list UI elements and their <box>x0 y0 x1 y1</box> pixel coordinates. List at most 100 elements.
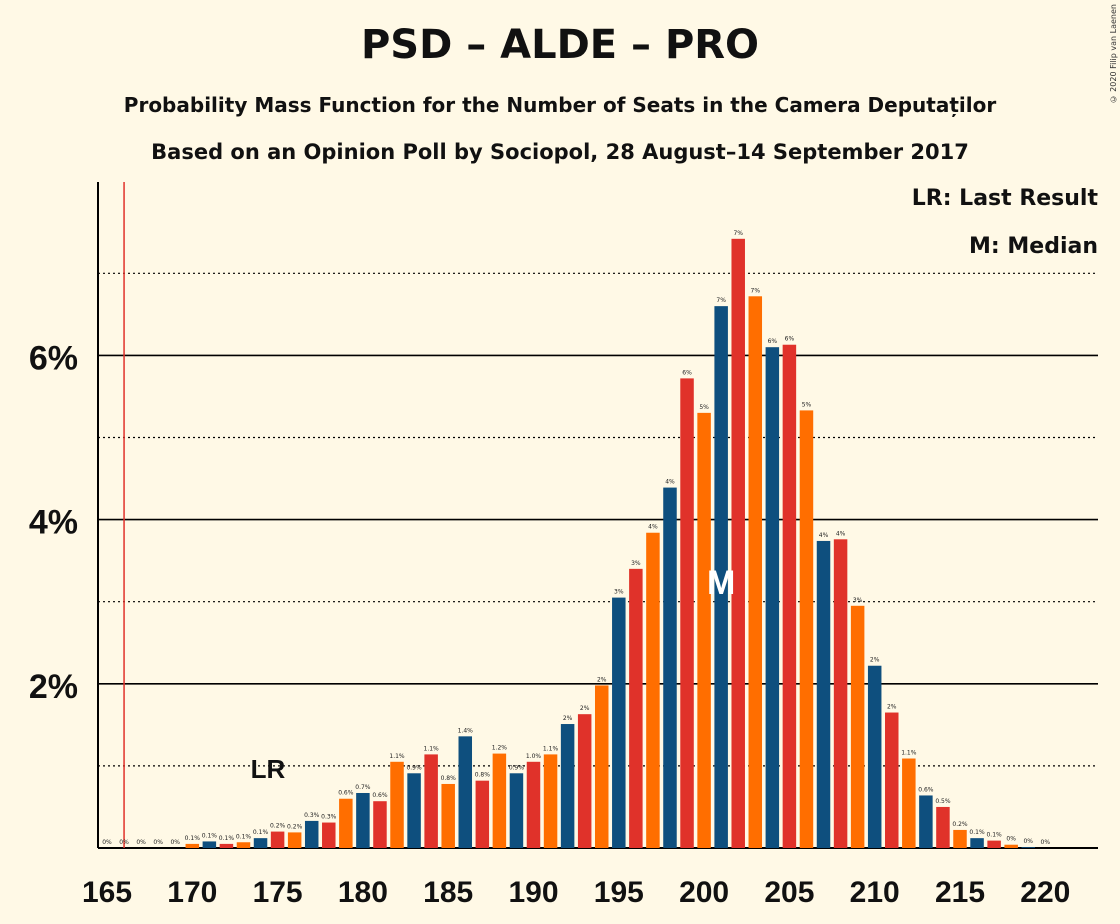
bar-value-label: 1.4% <box>458 727 474 734</box>
x-tick-label: 175 <box>253 876 303 909</box>
bar <box>441 783 455 848</box>
bar <box>424 754 438 848</box>
bar <box>219 843 234 848</box>
bar-value-label: 1.0% <box>526 753 542 760</box>
bar-value-label: 2% <box>563 715 573 722</box>
bar <box>356 792 370 848</box>
bar-value-label: 2% <box>597 676 607 683</box>
last-result-label: LR <box>251 754 286 784</box>
x-tick-label: 215 <box>935 876 985 909</box>
x-tick-label: 190 <box>508 876 558 909</box>
bar <box>953 829 967 848</box>
y-tick-label: 6% <box>29 339 78 377</box>
x-tick-label: 180 <box>338 876 388 909</box>
bar <box>560 724 575 848</box>
bar-value-label: 0.6% <box>918 786 934 793</box>
bar-value-label: 0% <box>153 839 163 846</box>
bar-value-label: 3% <box>631 560 641 567</box>
bar <box>885 712 899 848</box>
bar <box>867 665 882 848</box>
bar-value-label: 7% <box>733 230 743 237</box>
bar-value-label: 0.1% <box>253 829 269 836</box>
bar-value-label: 2% <box>887 704 897 711</box>
bar <box>714 306 728 848</box>
x-tick-label: 205 <box>764 876 814 909</box>
bar-value-label: 0.8% <box>475 772 491 779</box>
bar-value-label: 2% <box>580 705 590 712</box>
bar-value-label: 3% <box>853 597 863 604</box>
bar-value-label: 6% <box>768 338 778 345</box>
bar <box>919 795 933 848</box>
bar-value-label: 0.1% <box>185 835 201 842</box>
bar-value-label: 0.1% <box>202 832 218 839</box>
bar-value-label: 0% <box>1006 836 1016 843</box>
x-tick-label: 200 <box>679 876 729 909</box>
bar-value-label: 6% <box>682 369 692 376</box>
bar <box>816 540 831 848</box>
x-tick-label: 185 <box>423 876 473 909</box>
x-tick-label: 165 <box>82 876 132 909</box>
legend-last-result: LR: Last Result <box>911 186 1098 211</box>
bar <box>390 761 404 848</box>
bar <box>629 568 643 848</box>
bar-value-label: 0.6% <box>372 792 388 799</box>
bar-value-label: 0% <box>1023 838 1033 845</box>
bar <box>1004 844 1018 848</box>
bar-value-label: 0% <box>102 839 112 846</box>
bar <box>492 753 507 848</box>
x-tick-label: 170 <box>167 876 217 909</box>
bar <box>475 780 490 848</box>
bar-value-label: 0.1% <box>969 829 985 836</box>
bar <box>902 758 916 848</box>
bar <box>782 344 797 848</box>
bar <box>1021 847 1035 848</box>
bar <box>202 841 217 848</box>
bar-value-label: 3% <box>614 589 624 596</box>
bar-value-label: 5% <box>802 401 812 408</box>
bar-value-label: 7% <box>716 297 726 304</box>
bar-value-label: 1.1% <box>901 750 917 757</box>
bar <box>833 539 848 848</box>
bar-value-label: 0.2% <box>952 821 968 828</box>
bar <box>304 820 319 848</box>
bar-value-label: 4% <box>819 532 829 539</box>
bar-value-label: 4% <box>665 479 675 486</box>
chart-title: PSD – ALDE – PRO <box>360 22 760 68</box>
bar <box>987 840 1001 848</box>
bar <box>850 605 865 848</box>
bar <box>663 487 677 848</box>
bar-value-label: 0.2% <box>287 823 303 830</box>
bar-value-label: 4% <box>836 530 846 537</box>
bar <box>936 806 950 848</box>
bar-value-label: 5% <box>699 404 709 411</box>
bar-value-label: 0.9% <box>406 764 422 771</box>
chart-source: Based on an Opinion Poll by Sociopol, 28… <box>151 140 969 164</box>
bar-value-label: 0.6% <box>338 790 354 797</box>
bar-value-label: 0.1% <box>219 835 235 842</box>
bar <box>339 798 353 848</box>
bar <box>526 761 541 848</box>
bar <box>270 831 285 848</box>
bar <box>407 773 421 848</box>
bar-value-label: 0% <box>1041 839 1051 846</box>
bar-value-label: 0% <box>119 839 129 846</box>
bar <box>287 832 302 848</box>
bar-value-label: 1.1% <box>389 753 405 760</box>
bar <box>373 801 387 848</box>
bar <box>612 597 626 848</box>
x-tick-label: 210 <box>850 876 900 909</box>
bar-value-label: 0.9% <box>509 764 525 771</box>
bar-value-label: 1.1% <box>543 745 559 752</box>
bar-value-label: 0.7% <box>355 784 371 791</box>
bar-value-label: 0% <box>170 839 180 846</box>
bar-value-label: 0.1% <box>236 833 252 840</box>
bar-value-label: 7% <box>751 287 761 294</box>
bar-value-label: 0.1% <box>986 832 1002 839</box>
bar <box>253 838 268 848</box>
chart-subtitle: Probability Mass Function for the Number… <box>123 93 997 117</box>
bar-value-label: 0.3% <box>304 812 320 819</box>
bar <box>731 238 745 848</box>
bar <box>185 843 200 848</box>
bar <box>594 685 609 848</box>
bar-value-label: 0.8% <box>441 775 457 782</box>
